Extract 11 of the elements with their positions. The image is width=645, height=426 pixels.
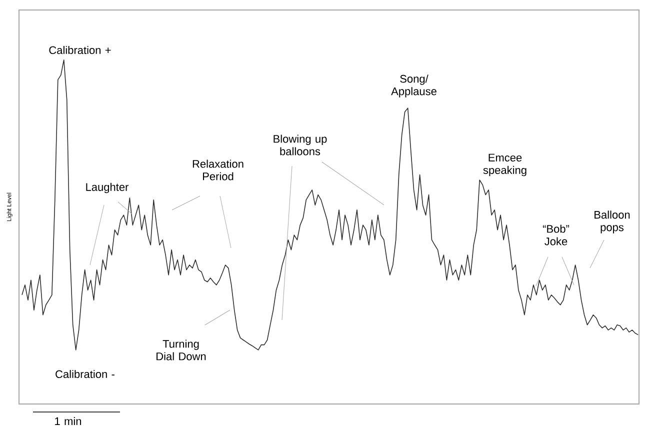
annotation: Balloon pops: [594, 210, 630, 234]
annotation: Calibration -: [56, 370, 114, 378]
annotation: Turning Dial Down: [156, 340, 206, 360]
annotation: “Bob” Joke: [542, 224, 570, 246]
text: Calibration +: [49, 46, 111, 54]
annotation: Blowing up balloons: [274, 134, 327, 156]
annotation: Emcee speaking: [483, 154, 526, 176]
annotation: Relaxation Period: [192, 160, 244, 180]
text: 1 min: [55, 417, 82, 425]
annotation: Laughter: [86, 182, 129, 194]
annotation: Song/ Applause: [391, 74, 436, 98]
